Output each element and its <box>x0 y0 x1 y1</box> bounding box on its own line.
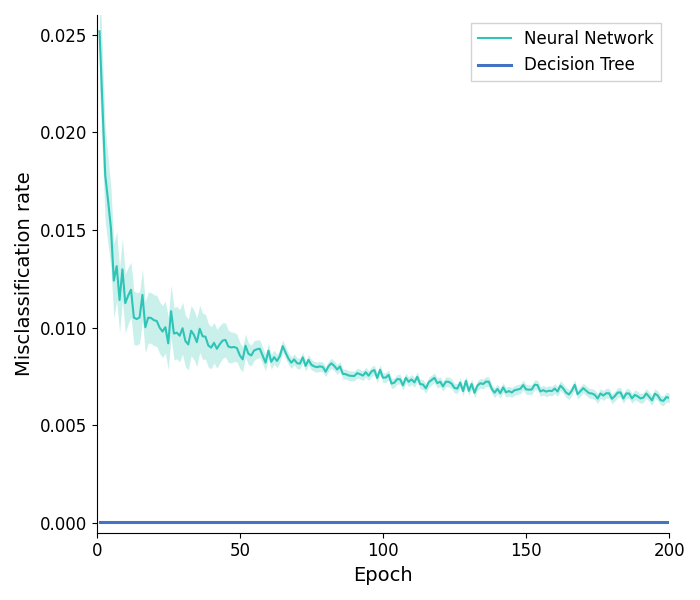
Decision Tree <box>201 518 209 526</box>
Neural Network <box>665 394 673 401</box>
Neural Network <box>636 395 645 402</box>
Neural Network <box>130 314 138 321</box>
X-axis label: Epoch: Epoch <box>353 566 413 585</box>
Decision Tree <box>616 518 624 526</box>
Neural Network <box>95 28 104 35</box>
Neural Network <box>118 266 127 273</box>
Decision Tree <box>636 518 645 526</box>
Legend: Neural Network, Decision Tree: Neural Network, Decision Tree <box>471 23 661 81</box>
Line: Neural Network: Neural Network <box>99 31 669 401</box>
Neural Network <box>247 352 256 359</box>
Decision Tree <box>665 518 673 526</box>
Y-axis label: Misclassification rate: Misclassification rate <box>15 172 34 376</box>
Neural Network <box>616 389 624 396</box>
Neural Network <box>659 397 668 404</box>
Decision Tree <box>118 518 127 526</box>
Decision Tree <box>95 518 104 526</box>
Decision Tree <box>130 518 138 526</box>
Neural Network <box>201 333 209 340</box>
Decision Tree <box>247 518 256 526</box>
